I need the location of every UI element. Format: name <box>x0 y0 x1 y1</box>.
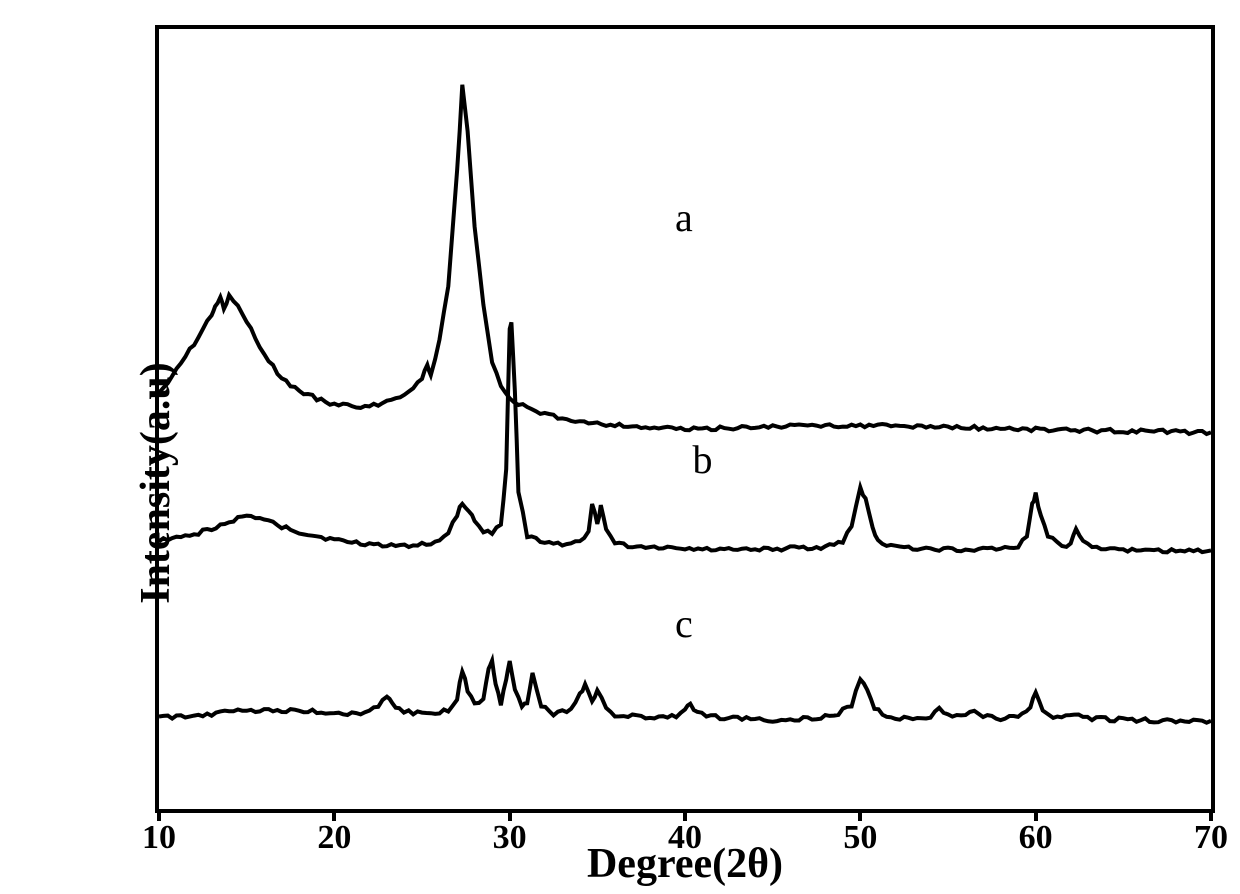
x-tick-label: 20 <box>317 819 351 857</box>
trace-b <box>159 322 1211 552</box>
x-tick-label: 40 <box>668 819 702 857</box>
plot-area: abc10203040506070 <box>155 25 1215 813</box>
plot-svg <box>159 29 1211 809</box>
x-tick-label: 50 <box>843 819 877 857</box>
trace-c <box>159 661 1211 723</box>
x-tick-label: 10 <box>142 819 176 857</box>
x-tick-label: 70 <box>1194 819 1228 857</box>
series-label-c: c <box>675 600 693 647</box>
series-label-a: a <box>675 194 693 241</box>
xrd-chart: Intensity(a.u) Degree(2θ) abc10203040506… <box>0 0 1240 894</box>
x-tick-label: 60 <box>1019 819 1053 857</box>
series-label-b: b <box>693 436 713 483</box>
x-tick-label: 30 <box>493 819 527 857</box>
trace-a <box>159 85 1211 434</box>
